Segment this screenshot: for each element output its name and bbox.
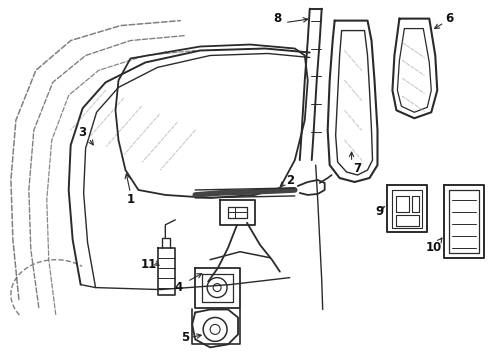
Text: 9: 9	[375, 205, 384, 219]
Text: 8: 8	[274, 12, 282, 25]
Text: 10: 10	[426, 241, 442, 254]
Text: 7: 7	[353, 162, 362, 175]
Text: 5: 5	[181, 331, 189, 344]
Text: 3: 3	[78, 126, 87, 139]
Text: 11: 11	[140, 258, 156, 271]
Text: 6: 6	[445, 12, 453, 25]
Text: 4: 4	[174, 281, 182, 294]
Text: 1: 1	[126, 193, 135, 206]
Text: 2: 2	[286, 174, 294, 186]
